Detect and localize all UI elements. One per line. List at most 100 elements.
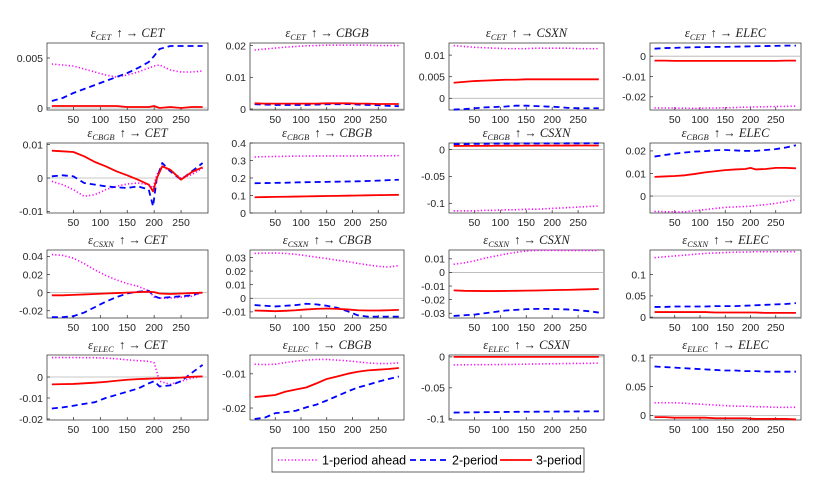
- x-tick-label: 250: [767, 322, 785, 334]
- x-tick-label: 250: [369, 114, 387, 126]
- x-tick-label: 100: [492, 217, 510, 229]
- x-tick-label: 200: [543, 114, 561, 126]
- series-line-2p: [654, 144, 797, 158]
- x-tick-label: 100: [292, 322, 310, 334]
- x-tick-label: 100: [492, 424, 510, 436]
- x-tick-label: 100: [292, 424, 310, 436]
- legend-label-2: 2-period: [452, 454, 498, 468]
- x-tick-label: 250: [767, 217, 785, 229]
- x-tick-label: 200: [145, 424, 163, 436]
- series-line-3p: [254, 307, 399, 313]
- series-line-2p: [453, 104, 599, 111]
- y-tick-label: 0.005: [419, 72, 445, 84]
- y-tick-label: 0: [37, 173, 43, 185]
- x-tick-label: 150: [318, 424, 336, 436]
- x-tick-label: 100: [292, 114, 310, 126]
- y-tick-label: 0: [640, 191, 646, 203]
- panel-elec-to-cet: -0.02 -0.01 0 50 100 150 200 250 εELEC ↑ → CET: [19, 338, 209, 436]
- series-line-2p: [254, 302, 399, 318]
- x-tick-label: 250: [569, 217, 587, 229]
- y-tick-label: -0.01: [421, 281, 445, 293]
- x-tick-label: 50: [469, 217, 481, 229]
- panel-cet-to-cbgb: 0 0.01 0.02 50 100 150 200 250 εCET ↑ → CBGB: [226, 26, 405, 126]
- y-tick-label: 0.05: [626, 291, 647, 303]
- y-tick-label: -0.05: [421, 171, 445, 183]
- x-tick-label: 250: [569, 322, 587, 334]
- x-tick-label: 50: [669, 217, 681, 229]
- panel-cbgb-to-csxn: -0.1 -0.05 0 50 100 150 200 250 εCBGB ↑ → CSXN: [421, 126, 605, 229]
- y-tick-label: 0: [240, 293, 246, 305]
- x-tick-label: 150: [716, 322, 734, 334]
- panel-elec-to-elec: 0 0.05 0.1 50 100 150 200 250 εELEC ↑ → ELEC: [626, 338, 802, 436]
- y-tick-label: 0.04: [23, 251, 44, 263]
- x-tick-label: 200: [742, 322, 760, 334]
- series-line-1p: [254, 44, 399, 51]
- panel-elec-to-cbgb: -0.02 -0.01 50 100 150 200 250 εELEC ↑ → CBGB: [222, 338, 405, 436]
- y-tick-label: 0.02: [226, 266, 247, 278]
- panel-title: εCSXN ↑ → CSXN: [483, 233, 570, 249]
- panel-title: εCET ↑ → CBGB: [285, 26, 369, 42]
- x-tick-label: 200: [344, 114, 362, 126]
- y-tick-label: 0: [439, 267, 445, 279]
- x-tick-label: 50: [269, 114, 281, 126]
- series-line-3p: [453, 288, 599, 292]
- series-line-2p: [654, 302, 797, 308]
- x-tick-label: 50: [669, 114, 681, 126]
- series-line-1p: [453, 362, 599, 366]
- x-tick-label: 150: [318, 114, 336, 126]
- x-tick-label: 200: [145, 322, 163, 334]
- panel-title: εCBGB ↑ → ELEC: [682, 126, 770, 142]
- y-tick-label: -0.02: [19, 306, 43, 318]
- x-tick-label: 200: [742, 217, 760, 229]
- x-tick-label: 200: [145, 217, 163, 229]
- legend: 1-period ahead 2-period 3-period: [271, 447, 585, 473]
- panel-title: εCBGB ↑ → CSXN: [483, 126, 571, 142]
- y-tick-label: 0: [37, 287, 43, 299]
- x-tick-label: 50: [669, 322, 681, 334]
- panel-elec-to-csxn: -0.1 -0.05 0 50 100 150 200 250 εELEC ↑ → CSXN: [421, 338, 605, 436]
- panel-title: εELEC ↑ → CBGB: [283, 338, 372, 354]
- x-tick-label: 200: [145, 114, 163, 126]
- x-tick-label: 150: [318, 322, 336, 334]
- panel-title: εCET ↑ → ELEC: [685, 26, 767, 42]
- series-line-2p: [654, 365, 796, 373]
- series-line-1p: [254, 252, 399, 268]
- series-line-3p: [51, 290, 203, 297]
- axes-box: [448, 249, 605, 319]
- series-line-3p: [453, 78, 599, 84]
- y-tick-label: 0: [640, 312, 646, 324]
- y-tick-label: -0.01: [222, 369, 246, 381]
- x-tick-label: 250: [369, 424, 387, 436]
- panel-title: εELEC ↑ → ELEC: [682, 338, 769, 354]
- y-tick-label: 0: [640, 410, 646, 422]
- panel-csxn-to-csxn: -0.03 -0.02-0.01 00.01 50 100 150 200 250 εCSXN …: [421, 233, 605, 334]
- axes-box: [448, 142, 605, 214]
- series-line-1p: [51, 165, 204, 198]
- series-line-2p: [453, 410, 599, 414]
- panel-cet-to-cet: 0 0.005 50 100 150 200 250 εCET ↑ → CET: [17, 26, 209, 126]
- x-tick-label: 200: [344, 322, 362, 334]
- x-tick-label: 50: [669, 424, 681, 436]
- x-tick-label: 250: [172, 322, 190, 334]
- x-tick-label: 50: [68, 424, 80, 436]
- x-tick-label: 200: [543, 322, 561, 334]
- series-line-2p: [453, 307, 599, 317]
- series-line-1p: [51, 63, 203, 78]
- x-tick-label: 250: [569, 424, 587, 436]
- x-tick-label: 50: [469, 424, 481, 436]
- y-tick-label: 0.02: [226, 40, 247, 52]
- y-tick-label: 0.01: [226, 72, 247, 84]
- series-line-1p: [654, 198, 797, 213]
- panel-title: εELEC ↑ → CSXN: [483, 338, 570, 354]
- x-tick-label: 150: [517, 217, 535, 229]
- axes-box: [249, 42, 405, 111]
- x-tick-label: 200: [742, 114, 760, 126]
- panel-cbgb-to-cbgb: 0 0.1 0.2 0.3 0.4 50 100 150 200 250 εCBGB ↑ → CBG…: [231, 126, 405, 229]
- x-tick-label: 200: [543, 217, 561, 229]
- axes-box: [46, 42, 209, 111]
- x-tick-label: 150: [118, 322, 136, 334]
- series-line-2p: [254, 178, 399, 185]
- panel-cbgb-to-cet: -0.01 0 0.01 50 100 150 200 250 εCBGB ↑ → CET: [19, 126, 209, 229]
- x-tick-label: 250: [172, 424, 190, 436]
- axes-box: [46, 354, 209, 421]
